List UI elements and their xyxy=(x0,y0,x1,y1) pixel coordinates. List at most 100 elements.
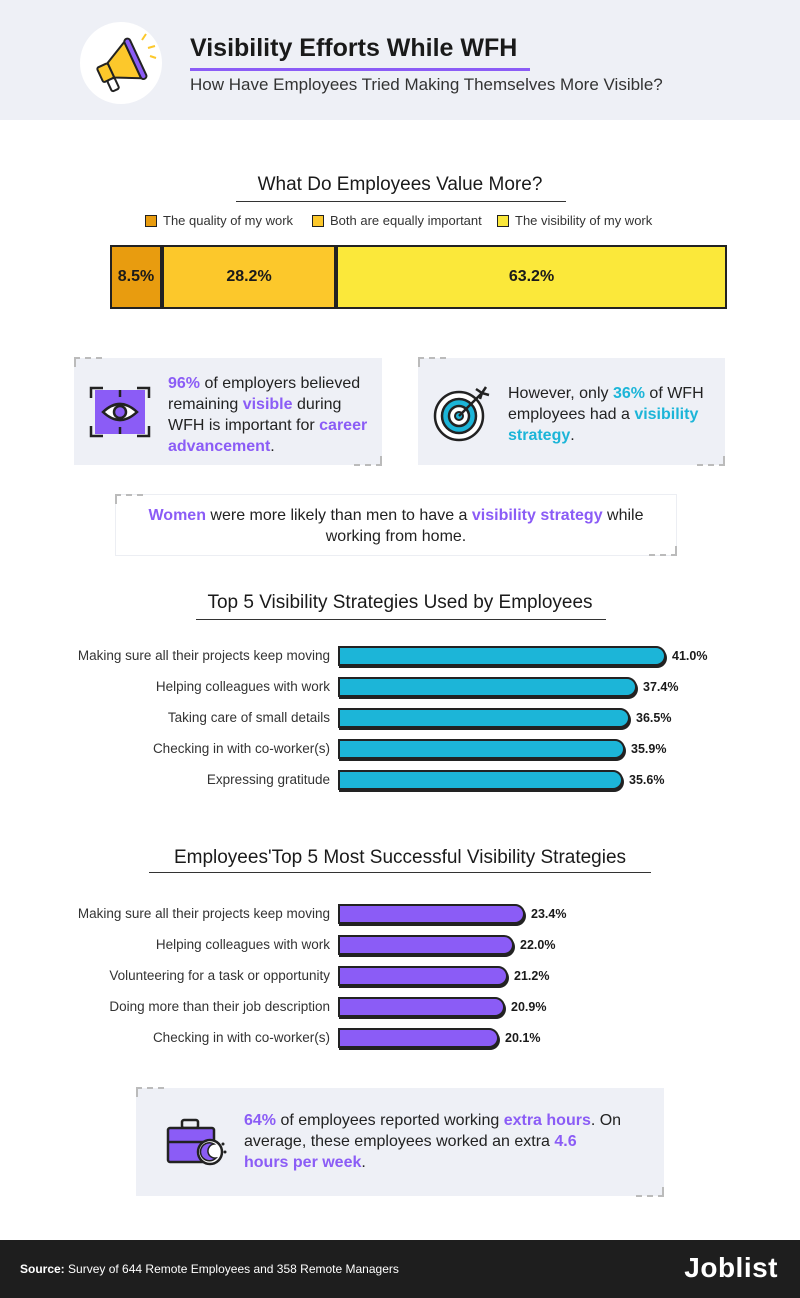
employers-text-2: during WFH is important for xyxy=(168,396,342,434)
header: Visibility Efforts While WFH How Have Em… xyxy=(0,0,800,120)
title-underline xyxy=(190,68,530,71)
women-text-1: were more likely than men to have a xyxy=(205,507,472,524)
value-section-title: What Do Employees Value More? xyxy=(257,174,543,195)
bar xyxy=(338,708,630,728)
hours-text-3: . xyxy=(361,1154,366,1171)
legend-swatch-visibility xyxy=(497,214,509,227)
bar xyxy=(338,904,525,924)
card-corner xyxy=(136,1087,164,1097)
bar-value-label: 21.2% xyxy=(514,969,550,983)
value-section-underline xyxy=(236,201,566,202)
bar-category-label: Helping colleagues with work xyxy=(155,679,330,694)
bar xyxy=(338,677,637,697)
successful-strategies-title: Employees'Top 5 Most Successful Visibili… xyxy=(173,847,627,868)
bar-category-label: Checking in with co-worker(s) xyxy=(152,1030,330,1045)
hours-hl-per-week: 4.6 hours per week xyxy=(244,1133,577,1171)
source-line: Source: Survey of 644 Remote Employees a… xyxy=(20,1262,399,1276)
legend-swatch-equal xyxy=(312,214,324,227)
bar xyxy=(338,997,505,1017)
card-corner xyxy=(418,357,446,367)
bar-category-label: Taking care of small details xyxy=(167,710,330,725)
strategy-text-2: of WFH employees had a xyxy=(508,385,704,423)
target-icon xyxy=(433,386,490,442)
footer: Source: Survey of 644 Remote Employees a… xyxy=(0,1240,800,1298)
strategy-text-3: . xyxy=(570,427,575,444)
eye-target-icon xyxy=(89,386,151,438)
hours-text-2: . On average, these employees worked an … xyxy=(244,1112,622,1150)
women-hl: Women xyxy=(148,507,206,524)
bar xyxy=(338,966,508,986)
bar-category-label: Checking in with co-worker(s) xyxy=(152,741,330,756)
bar-value-label: 37.4% xyxy=(643,680,679,694)
women-hl-strategy: visibility strategy xyxy=(471,507,603,524)
briefcase-moon-icon xyxy=(166,1118,227,1166)
card-corner xyxy=(697,456,725,466)
used-strategies-title: Top 5 Visibility Strategies Used by Empl… xyxy=(207,592,593,613)
women-box: Women were more likely than men to have … xyxy=(115,494,677,556)
value-stacked-bar: 8.5% 28.2% 63.2% xyxy=(110,245,727,309)
legend-label-quality: The quality of my work xyxy=(163,213,294,228)
employers-text-3: . xyxy=(270,438,275,455)
bar-value-label: 35.9% xyxy=(631,742,667,756)
women-text: Women were more likely than men to have … xyxy=(136,505,656,547)
legend-label-equal: Both are equally important xyxy=(330,213,482,228)
megaphone-icon xyxy=(96,33,157,93)
legend-swatch-quality xyxy=(145,214,157,227)
card-corner xyxy=(649,546,677,556)
card-corner xyxy=(354,456,382,466)
strategy-card-text: However, only 36% of WFH employees had a… xyxy=(508,383,718,446)
source-label: Source: xyxy=(20,1262,65,1276)
hours-hl-extra: extra hours xyxy=(503,1112,591,1129)
bar-value-label: 23.4% xyxy=(531,907,567,921)
strategy-pct: 36% xyxy=(612,385,645,402)
legend-item-equal: Both are equally important xyxy=(312,213,482,228)
hours-pct: 64% xyxy=(244,1112,277,1129)
bar-category-label: Making sure all their projects keep movi… xyxy=(77,648,330,663)
card-corner xyxy=(115,494,143,504)
used-strategies-underline xyxy=(196,619,606,620)
card-corner xyxy=(636,1187,664,1197)
employers-pct: 96% xyxy=(168,375,201,392)
strategy-card: However, only 36% of WFH employees had a… xyxy=(418,357,725,466)
logo-circle xyxy=(80,22,162,104)
bar-value-label: 36.5% xyxy=(636,711,672,725)
bar-value-label: 20.9% xyxy=(511,1000,547,1014)
women-text-2: while working from home. xyxy=(325,507,644,545)
legend-item-visibility: The visibility of my work xyxy=(497,213,652,228)
bar-category-label: Doing more than their job description xyxy=(109,999,330,1014)
bar xyxy=(338,739,625,759)
bar xyxy=(338,1028,499,1048)
hours-text-1: of employees reported working xyxy=(276,1112,504,1129)
employers-card-text: 96% of employers believed remaining visi… xyxy=(168,373,374,457)
hours-card-text: 64% of employees reported working extra … xyxy=(244,1110,624,1173)
page-title: Visibility Efforts While WFH xyxy=(190,34,518,62)
stack-segment-2: 28.2% xyxy=(162,245,336,309)
stack-segment-3: 63.2% xyxy=(336,245,727,309)
bar-category-label: Expressing gratitude xyxy=(206,772,330,787)
bar xyxy=(338,770,623,790)
employers-card: 96% of employers believed remaining visi… xyxy=(74,357,382,466)
value-legend: The quality of my work Both are equally … xyxy=(145,213,665,231)
strategy-text-1: However, only xyxy=(508,385,613,402)
hours-card: 64% of employees reported working extra … xyxy=(136,1087,664,1197)
bar-value-label: 41.0% xyxy=(672,649,708,663)
bar-value-label: 22.0% xyxy=(520,938,556,952)
bar-category-label: Helping colleagues with work xyxy=(155,937,330,952)
employers-text-1: of employers believed remaining xyxy=(168,375,361,413)
stack-segment-1: 8.5% xyxy=(110,245,162,309)
bar xyxy=(338,646,666,666)
employers-hl-visible: visible xyxy=(242,396,293,413)
source-text: Survey of 644 Remote Employees and 358 R… xyxy=(64,1262,399,1276)
bar xyxy=(338,935,514,955)
bar-category-label: Making sure all their projects keep movi… xyxy=(77,906,330,921)
bar-value-label: 35.6% xyxy=(629,773,665,787)
employers-hl-career: career advancement xyxy=(168,417,368,455)
bar-value-label: 20.1% xyxy=(505,1031,541,1045)
brand-logo: Joblist xyxy=(684,1252,778,1283)
card-corner xyxy=(74,357,102,367)
bar-category-label: Volunteering for a task or opportunity xyxy=(109,968,330,983)
page-subtitle: How Have Employees Tried Making Themselv… xyxy=(190,75,663,94)
legend-label-visibility: The visibility of my work xyxy=(515,213,653,228)
strategy-hl: visibility strategy xyxy=(508,406,699,444)
successful-strategies-underline xyxy=(149,872,651,873)
